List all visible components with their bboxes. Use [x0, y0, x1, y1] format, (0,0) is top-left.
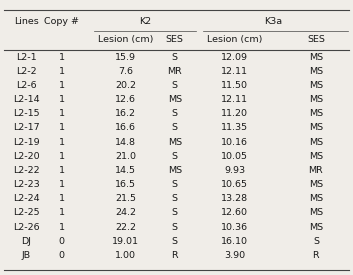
- Text: S: S: [172, 123, 178, 133]
- Text: MR: MR: [309, 166, 323, 175]
- Text: 1: 1: [59, 95, 65, 104]
- Text: 11.20: 11.20: [221, 109, 248, 118]
- Text: MS: MS: [309, 152, 323, 161]
- Text: 3.90: 3.90: [224, 251, 245, 260]
- Text: 0: 0: [59, 237, 65, 246]
- Text: 16.5: 16.5: [115, 180, 136, 189]
- Text: MS: MS: [309, 95, 323, 104]
- Text: 1: 1: [59, 67, 65, 76]
- Text: MS: MS: [309, 123, 323, 133]
- Text: 12.60: 12.60: [221, 208, 248, 218]
- Text: MS: MS: [309, 194, 323, 203]
- Text: Lines: Lines: [14, 17, 39, 26]
- Text: 11.50: 11.50: [221, 81, 248, 90]
- Text: MS: MS: [309, 109, 323, 118]
- Text: S: S: [172, 194, 178, 203]
- Text: SES: SES: [307, 35, 325, 43]
- Text: 12.11: 12.11: [221, 95, 248, 104]
- Text: 1: 1: [59, 109, 65, 118]
- Text: L2-26: L2-26: [13, 222, 40, 232]
- Text: R: R: [172, 251, 178, 260]
- Text: S: S: [172, 237, 178, 246]
- Text: 1: 1: [59, 166, 65, 175]
- Text: 19.01: 19.01: [112, 237, 139, 246]
- Text: 9.93: 9.93: [224, 166, 245, 175]
- Text: 16.10: 16.10: [221, 237, 248, 246]
- Text: 24.2: 24.2: [115, 208, 136, 218]
- Text: 22.2: 22.2: [115, 222, 136, 232]
- Text: L2-17: L2-17: [13, 123, 40, 133]
- Text: S: S: [172, 109, 178, 118]
- Text: 1: 1: [59, 123, 65, 133]
- Text: SES: SES: [166, 35, 184, 43]
- Text: 10.16: 10.16: [221, 138, 248, 147]
- Text: 1.00: 1.00: [115, 251, 136, 260]
- Text: L2-20: L2-20: [13, 152, 40, 161]
- Text: MS: MS: [309, 180, 323, 189]
- Text: 10.05: 10.05: [221, 152, 248, 161]
- Text: DJ: DJ: [22, 237, 31, 246]
- Text: 12.6: 12.6: [115, 95, 136, 104]
- Text: S: S: [172, 208, 178, 218]
- Text: L2-19: L2-19: [13, 138, 40, 147]
- Text: 1: 1: [59, 81, 65, 90]
- Text: MS: MS: [309, 138, 323, 147]
- Text: 12.09: 12.09: [221, 53, 248, 62]
- Text: 1: 1: [59, 194, 65, 203]
- Text: R: R: [313, 251, 319, 260]
- Text: 7.6: 7.6: [118, 67, 133, 76]
- Text: MS: MS: [168, 138, 182, 147]
- Text: L2-15: L2-15: [13, 109, 40, 118]
- Text: 21.5: 21.5: [115, 194, 136, 203]
- Text: K3a: K3a: [264, 17, 283, 26]
- Text: Copy #: Copy #: [44, 17, 79, 26]
- Text: MS: MS: [309, 81, 323, 90]
- Text: 16.2: 16.2: [115, 109, 136, 118]
- Text: S: S: [172, 152, 178, 161]
- Text: MR: MR: [167, 67, 182, 76]
- Text: 10.36: 10.36: [221, 222, 248, 232]
- Text: MS: MS: [309, 222, 323, 232]
- Text: 11.35: 11.35: [221, 123, 248, 133]
- Text: S: S: [172, 81, 178, 90]
- Text: 20.2: 20.2: [115, 81, 136, 90]
- Text: K2: K2: [139, 17, 151, 26]
- Text: 21.0: 21.0: [115, 152, 136, 161]
- Text: 1: 1: [59, 208, 65, 218]
- Text: L2-2: L2-2: [16, 67, 37, 76]
- Text: 16.6: 16.6: [115, 123, 136, 133]
- Text: JB: JB: [22, 251, 31, 260]
- Text: MS: MS: [168, 166, 182, 175]
- Text: 1: 1: [59, 152, 65, 161]
- Text: 0: 0: [59, 251, 65, 260]
- Text: 1: 1: [59, 138, 65, 147]
- Text: MS: MS: [309, 208, 323, 218]
- Text: S: S: [313, 237, 319, 246]
- Text: MS: MS: [309, 67, 323, 76]
- Text: Lesion (cm): Lesion (cm): [207, 35, 262, 43]
- Text: Lesion (cm): Lesion (cm): [98, 35, 153, 43]
- Text: 14.5: 14.5: [115, 166, 136, 175]
- Text: 15.9: 15.9: [115, 53, 136, 62]
- Text: L2-24: L2-24: [13, 194, 40, 203]
- Text: MS: MS: [309, 53, 323, 62]
- Text: 12.11: 12.11: [221, 67, 248, 76]
- Text: S: S: [172, 222, 178, 232]
- Text: 1: 1: [59, 53, 65, 62]
- Text: L2-23: L2-23: [13, 180, 40, 189]
- Text: 1: 1: [59, 180, 65, 189]
- Text: 10.65: 10.65: [221, 180, 248, 189]
- Text: L2-1: L2-1: [16, 53, 37, 62]
- Text: S: S: [172, 53, 178, 62]
- Text: L2-22: L2-22: [13, 166, 40, 175]
- Text: 14.8: 14.8: [115, 138, 136, 147]
- Text: MS: MS: [168, 95, 182, 104]
- Text: L2-14: L2-14: [13, 95, 40, 104]
- Text: 13.28: 13.28: [221, 194, 248, 203]
- Text: 1: 1: [59, 222, 65, 232]
- Text: L2-6: L2-6: [16, 81, 37, 90]
- Text: L2-25: L2-25: [13, 208, 40, 218]
- Text: S: S: [172, 180, 178, 189]
